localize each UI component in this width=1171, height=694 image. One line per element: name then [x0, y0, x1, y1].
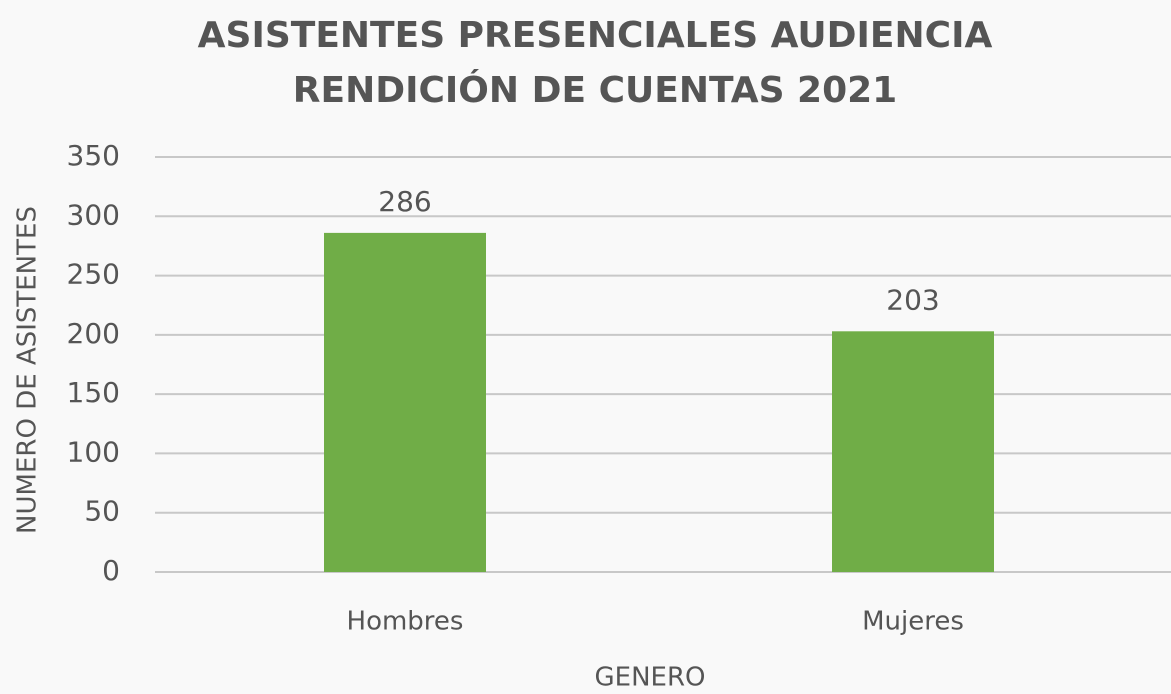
x-tick-label: Mujeres [862, 607, 964, 637]
y-tick-label: 100 [67, 435, 120, 468]
chart-title: ASISTENTES PRESENCIALES AUDIENCIA RENDICI… [198, 15, 993, 111]
y-tick-label: 200 [67, 317, 120, 350]
y-tick-label: 250 [67, 258, 120, 291]
data-label: 286 [378, 185, 431, 218]
y-tick-label: 50 [84, 495, 120, 528]
y-tick-label: 150 [67, 376, 120, 409]
x-tick-label: Hombres [347, 607, 464, 637]
y-axis-label: NUMERO DE ASISTENTES [13, 206, 43, 534]
data-label: 203 [886, 283, 939, 316]
bar [324, 232, 486, 572]
y-tick-label: 350 [67, 139, 120, 172]
bar [832, 331, 994, 572]
x-axis-label: GENERO [595, 663, 706, 691]
y-tick-label: 0 [102, 554, 120, 587]
y-tick-label: 300 [67, 198, 120, 231]
